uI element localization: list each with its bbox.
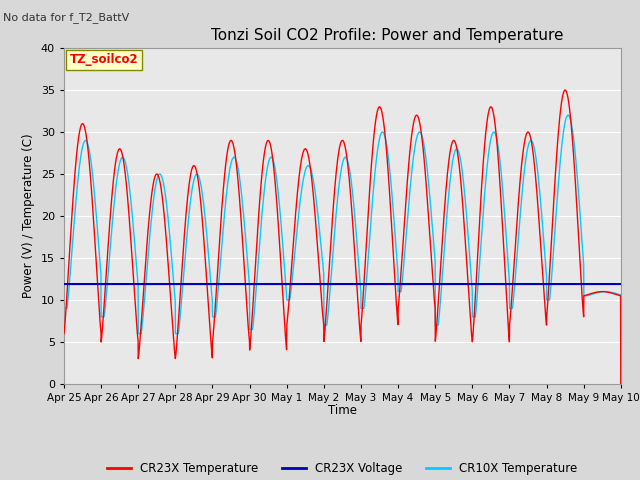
Text: TZ_soilco2: TZ_soilco2 <box>70 53 138 66</box>
Y-axis label: Power (V) / Temperature (C): Power (V) / Temperature (C) <box>22 134 35 298</box>
Text: No data for f_T2_BattV: No data for f_T2_BattV <box>3 12 129 23</box>
Title: Tonzi Soil CO2 Profile: Power and Temperature: Tonzi Soil CO2 Profile: Power and Temper… <box>211 28 563 43</box>
X-axis label: Time: Time <box>328 405 357 418</box>
Legend: CR23X Temperature, CR23X Voltage, CR10X Temperature: CR23X Temperature, CR23X Voltage, CR10X … <box>102 457 582 480</box>
